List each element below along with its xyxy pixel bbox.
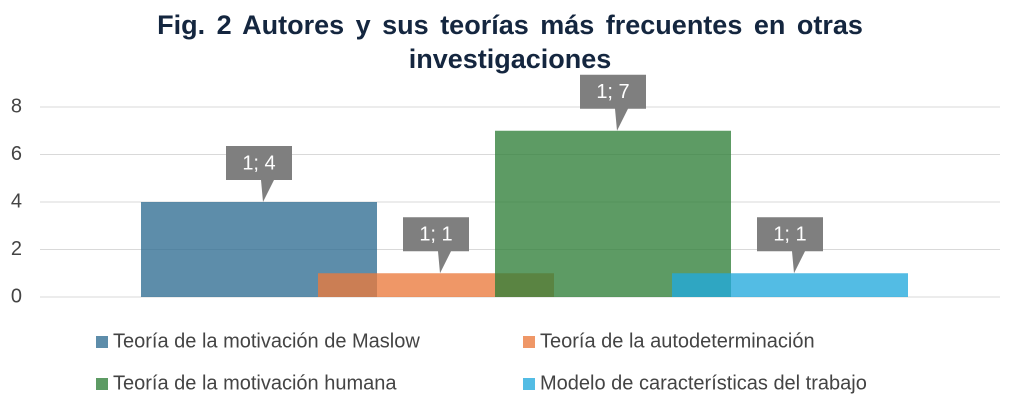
y-tick-label: 8 bbox=[11, 95, 22, 117]
legend-label: Teoría de la motivación humana bbox=[113, 372, 397, 394]
data-label: 1; 1 bbox=[419, 224, 452, 246]
y-tick-label: 6 bbox=[11, 143, 22, 165]
y-tick-label: 2 bbox=[11, 238, 22, 260]
data-label: 1; 7 bbox=[596, 81, 629, 103]
legend-swatch bbox=[523, 378, 535, 390]
y-tick-label: 0 bbox=[11, 285, 22, 307]
legend-swatch bbox=[96, 336, 108, 348]
bar bbox=[672, 273, 908, 297]
legend-label: Teoría de la motivación de Maslow bbox=[113, 330, 420, 352]
data-label: 1; 1 bbox=[773, 224, 806, 246]
legend-swatch bbox=[523, 336, 535, 348]
legend-label: Modelo de características del trabajo bbox=[540, 372, 867, 394]
y-tick-label: 4 bbox=[11, 190, 22, 212]
bar bbox=[495, 131, 731, 297]
data-label: 1; 4 bbox=[242, 152, 275, 174]
legend-label: Teoría de la autodeterminación bbox=[540, 330, 815, 352]
legend-swatch bbox=[96, 378, 108, 390]
